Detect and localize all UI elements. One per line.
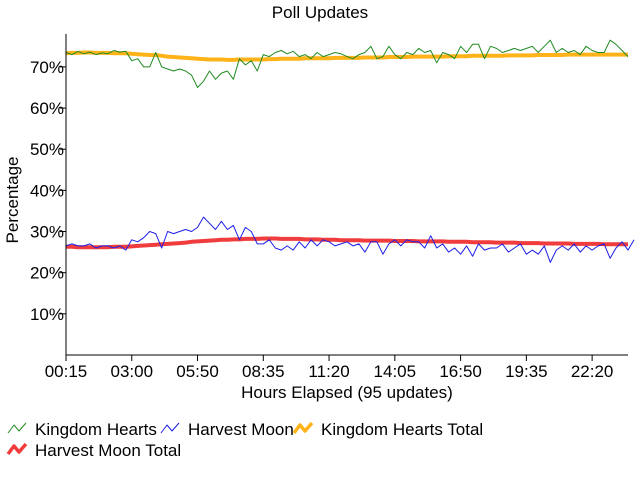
y-tick-label: 60%: [30, 99, 64, 118]
x-axis-label: Hours Elapsed (95 updates): [241, 383, 453, 402]
x-tick-label: 22:20: [571, 362, 614, 381]
series-layer: [66, 40, 634, 262]
x-tick-label: 03:00: [110, 362, 153, 381]
y-tick-label: 70%: [30, 58, 64, 77]
y-axis-label: Percentage: [3, 157, 22, 244]
x-tick-label: 14:05: [374, 362, 417, 381]
x-tick-label: 19:35: [505, 362, 548, 381]
legend-label: Harvest Moon Total: [35, 441, 181, 460]
legend-label: Kingdom Hearts Total: [321, 420, 483, 439]
y-tick-label: 50%: [30, 140, 64, 159]
x-tick-label: 00:15: [45, 362, 88, 381]
y-axis-ticks: 10% 20% 30% 40% 50% 60% 70%: [30, 58, 66, 324]
y-tick-label: 30%: [30, 223, 64, 242]
x-axis-ticks: 00:15 03:00 05:50 08:35 11:20 14:05 16:50 19:35…: [45, 355, 614, 381]
legend-swatch: [8, 423, 26, 433]
legend-swatch: [161, 423, 179, 433]
y-tick-label: 20%: [30, 264, 64, 283]
chart-title: Poll Updates: [272, 3, 368, 22]
x-tick-label: 05:50: [176, 362, 219, 381]
legend-swatch: [8, 444, 26, 454]
legend-label: Harvest Moon: [188, 420, 294, 439]
x-tick-label: 16:50: [439, 362, 482, 381]
y-tick-label: 40%: [30, 181, 64, 200]
y-tick-label: 10%: [30, 305, 64, 324]
legend-swatch: [294, 423, 312, 433]
series-line-kingdom-hearts: [66, 40, 628, 87]
chart-legend: Kingdom Hearts Harvest Moon Kingdom Hearts…: [8, 420, 483, 460]
x-tick-label: 08:35: [242, 362, 285, 381]
x-tick-label: 11:20: [308, 362, 349, 381]
legend-label: Kingdom Hearts: [35, 420, 157, 439]
